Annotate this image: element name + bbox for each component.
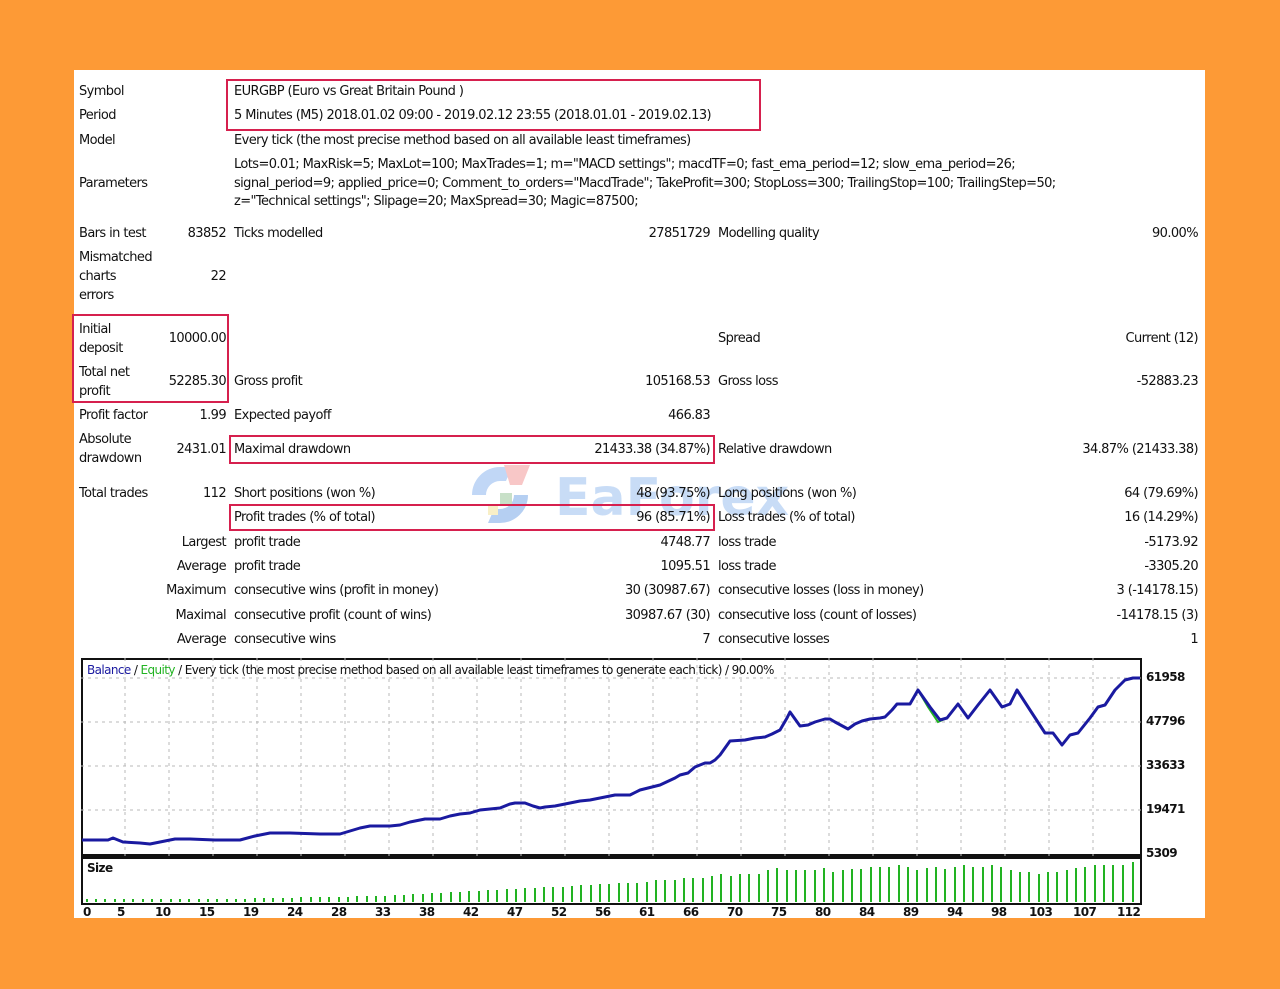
largest-loss-value: -5173.92 (1144, 535, 1198, 550)
gross-loss-value: -52883.23 (1136, 374, 1199, 389)
profit-trades-label: Profit trades (% of total) (234, 510, 376, 525)
net-label-1: Total net (79, 365, 130, 380)
average-profit-label: profit trade (234, 559, 301, 574)
highlight-deposit-net (72, 314, 229, 403)
symbol-label: Symbol (79, 84, 124, 99)
payoff-value: 466.83 (668, 408, 710, 423)
bars-value: 83852 (187, 226, 227, 241)
mismatch-label-2: charts (79, 269, 117, 284)
avg-losses-label: consecutive losses (718, 632, 830, 647)
deposit-label-1: Initial (79, 322, 111, 337)
chart-subtitle: / Every tick (the most precise method ba… (174, 663, 774, 677)
gross-profit-label: Gross profit (234, 374, 303, 389)
quality-value: 90.00% (1152, 226, 1199, 241)
abs-dd-value: 2431.01 (176, 442, 226, 457)
average-profit-value: 1095.51 (660, 559, 710, 574)
gross-loss-label: Gross loss (718, 374, 778, 389)
profit-trades-value: 96 (85.71%) (636, 510, 710, 525)
gross-profit-value: 105168.53 (645, 374, 711, 389)
maximal-label: Maximal (175, 608, 226, 623)
model-label: Model (79, 133, 116, 148)
highlight-profit-trades (229, 504, 715, 531)
highlight-symbol-period (226, 79, 761, 131)
size-bars (86, 862, 1134, 902)
rel-dd-value: 34.87% (21433.38) (1082, 442, 1198, 457)
average-label: Average (176, 559, 227, 574)
size-label: Size (87, 861, 113, 875)
mismatch-label-3: errors (79, 288, 114, 303)
largest-loss-label: loss trade (718, 535, 777, 550)
abs-dd-label-1: Absolute (79, 432, 132, 447)
period-value: 5 Minutes (M5) 2018.01.02 09:00 - 2019.0… (234, 108, 712, 123)
total-trades-value: 112 (202, 486, 227, 501)
largest-label: Largest (181, 535, 227, 550)
avg-wins-value: 7 (702, 632, 710, 647)
net-value: 52285.30 (168, 374, 227, 389)
mismatch-value: 22 (210, 269, 227, 284)
parameters-line-1: Lots=0.01; MaxRisk=5; MaxLot=100; MaxTra… (234, 157, 1016, 172)
pf-label: Profit factor (79, 408, 148, 423)
short-value: 48 (93.75%) (636, 486, 710, 501)
balance-equity-plot (81, 658, 1142, 856)
highlight-max-drawdown (229, 435, 715, 464)
parameters-line-3: z="Technical settings"; Slipage=20; MaxS… (234, 194, 639, 209)
avg-losses-value: 1 (1190, 632, 1198, 647)
maximal-profit-value: 30987.67 (30) (624, 608, 711, 623)
model-value: Every tick (the most precise method base… (234, 133, 691, 148)
payoff-label: Expected payoff (234, 408, 331, 423)
symbol-value: EURGBP (Euro vs Great Britain Pound ) (234, 84, 464, 99)
largest-profit-value: 4748.77 (660, 535, 710, 550)
total-trades-label: Total trades (79, 486, 148, 501)
deposit-value: 10000.00 (168, 331, 227, 346)
deposit-label-2: deposit (79, 341, 123, 356)
chart-gridlines (81, 658, 1142, 856)
largest-profit-label: profit trade (234, 535, 301, 550)
max-losses-value: 3 (-14178.15) (1116, 583, 1199, 598)
loss-trades-label: Loss trades (% of total) (718, 510, 855, 525)
spread-label: Spread (718, 331, 761, 346)
maximum-label: Maximum (166, 583, 226, 598)
avg-consec-label: Average (176, 632, 227, 647)
ticks-value: 27851729 (648, 226, 711, 241)
long-label: Long positions (won %) (718, 486, 857, 501)
long-value: 64 (79.69%) (1124, 486, 1198, 501)
chart-legend: Balance / Equity / Every tick (the most … (87, 663, 774, 677)
parameters-line-2: signal_period=9; applied_price=0; Commen… (234, 176, 1056, 191)
ticks-label: Ticks modelled (234, 226, 323, 241)
y-tick-19471: 19471 (1146, 802, 1185, 816)
y-tick-61958: 61958 (1146, 670, 1185, 684)
abs-dd-label-2: drawdown (79, 451, 142, 466)
parameters-label: Parameters (79, 176, 148, 191)
maximal-loss-label: consecutive loss (count of losses) (718, 608, 917, 623)
maximal-profit-label: consecutive profit (count of wins) (234, 608, 432, 623)
max-wins-label: consecutive wins (profit in money) (234, 583, 439, 598)
spread-value: Current (12) (1125, 331, 1199, 346)
rel-dd-label: Relative drawdown (718, 442, 832, 457)
average-loss-value: -3305.20 (1144, 559, 1198, 574)
size-chart (81, 856, 1142, 905)
short-label: Short positions (won %) (234, 486, 376, 501)
max-dd-value: 21433.38 (34.87%) (594, 442, 710, 457)
max-dd-label: Maximal drawdown (234, 442, 351, 457)
y-tick-5309: 5309 (1146, 846, 1178, 860)
average-loss-label: loss trade (718, 559, 777, 574)
balance-line (82, 676, 1140, 846)
pf-value: 1.99 (199, 408, 226, 423)
period-label: Period (79, 108, 117, 123)
max-losses-label: consecutive losses (loss in money) (718, 583, 924, 598)
loss-trades-value: 16 (14.29%) (1124, 510, 1198, 525)
legend-equity: Equity (140, 663, 176, 677)
legend-balance: Balance (87, 663, 131, 677)
maximal-loss-value: -14178.15 (3) (1116, 608, 1199, 623)
mismatch-label-1: Mismatched (79, 250, 153, 265)
y-tick-47796: 47796 (1146, 714, 1185, 728)
max-wins-value: 30 (30987.67) (624, 583, 711, 598)
quality-label: Modelling quality (718, 226, 820, 241)
bars-label: Bars in test (79, 226, 146, 241)
y-tick-33633: 33633 (1146, 758, 1185, 772)
net-label-2: profit (79, 384, 111, 399)
balance-equity-chart (81, 658, 1142, 856)
avg-wins-label: consecutive wins (234, 632, 336, 647)
